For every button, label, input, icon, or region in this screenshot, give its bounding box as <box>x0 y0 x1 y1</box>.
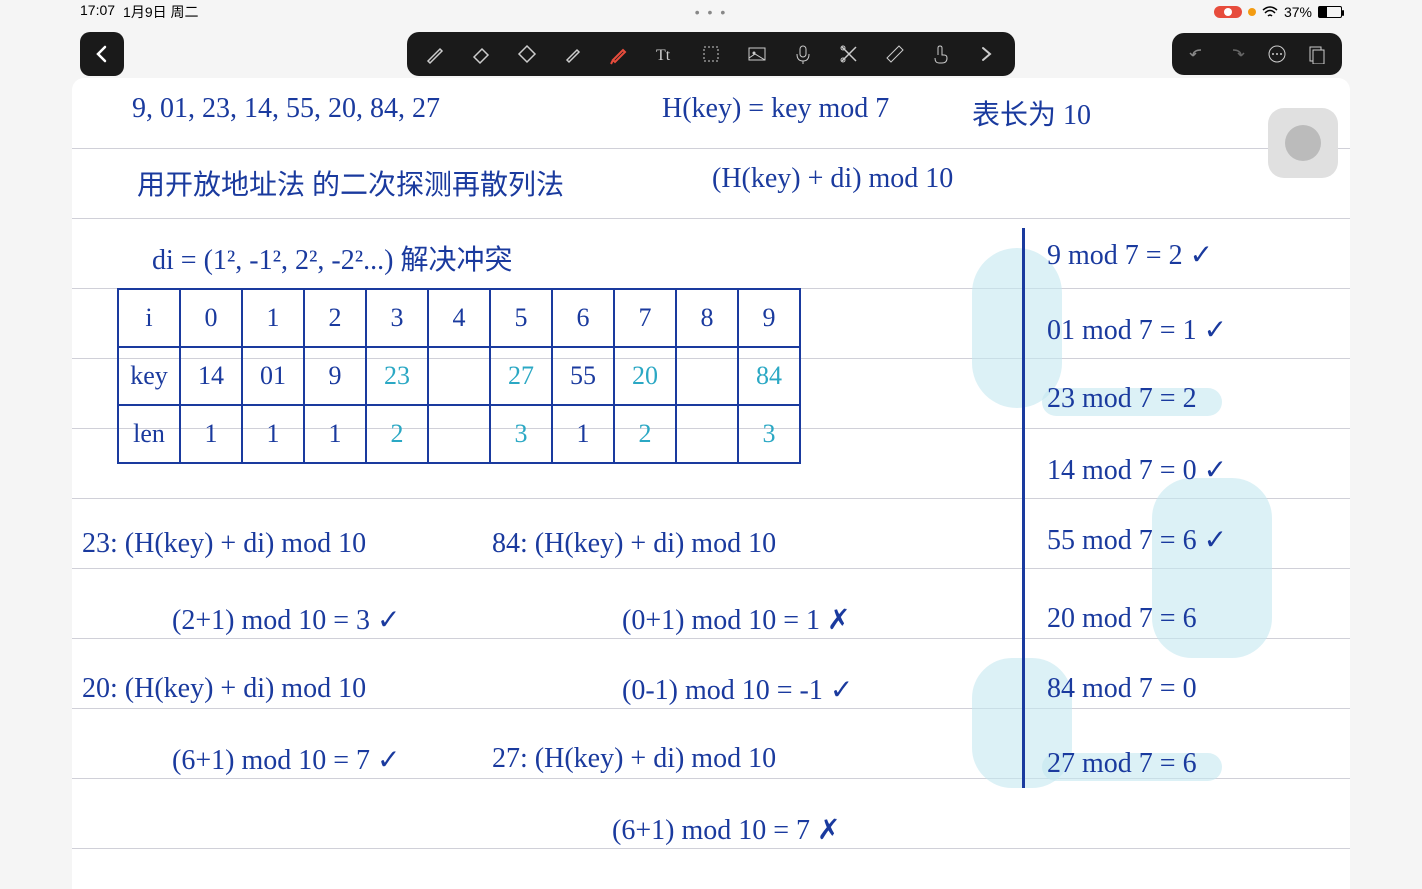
hash-table: i0123456789 key140192327552084 len111231… <box>117 288 801 464</box>
calc-84-header: 84: (H(key) + di) mod 10 <box>492 528 776 560</box>
app-header: Tt <box>0 24 1422 84</box>
wifi-dot-icon <box>1248 8 1256 16</box>
shape-eraser-tool[interactable] <box>513 40 541 68</box>
pencil-tool-1[interactable] <box>421 40 449 68</box>
assistive-touch-button[interactable] <box>1268 108 1338 178</box>
battery-icon <box>1318 6 1342 18</box>
hash-function: H(key) = key mod 7 <box>662 93 889 125</box>
vertical-divider <box>1022 228 1025 788</box>
ruler-tool[interactable] <box>881 40 909 68</box>
note-canvas[interactable]: 9, 01, 23, 14, 55, 20, 84, 27 H(key) = k… <box>72 78 1350 889</box>
status-left: 17:07 1月9日 周二 <box>80 2 199 22</box>
undo-button[interactable] <box>1184 41 1210 67</box>
calc-20-step: (6+1) mod 10 = 7 ✓ <box>172 743 400 777</box>
table-row-key: key140192327552084 <box>118 347 800 405</box>
status-date: 1月9日 周二 <box>123 2 198 22</box>
calc-84-step1: (0+1) mod 10 = 1 ✗ <box>622 603 850 637</box>
right-toolbar <box>1172 33 1342 75</box>
svg-text:Tt: Tt <box>656 47 671 64</box>
mod-calc-3: 14 mod 7 = 0 ✓ <box>1047 453 1227 487</box>
assistive-touch-icon <box>1285 125 1321 161</box>
mod-calc-4: 55 mod 7 = 6 ✓ <box>1047 523 1227 557</box>
table-row-index: i0123456789 <box>118 289 800 347</box>
method-desc: 用开放地址法 的二次探测再散列法 <box>137 163 564 203</box>
mod-calc-0: 9 mod 7 = 2 ✓ <box>1047 238 1213 272</box>
text-tool[interactable]: Tt <box>651 40 679 68</box>
drawing-toolbar: Tt <box>407 32 1015 76</box>
mod-calc-2: 23 mod 7 = 2 <box>1047 383 1197 415</box>
arrow-left-icon <box>92 44 112 64</box>
mod-calc-5: 20 mod 7 = 6 <box>1047 603 1197 635</box>
redo-button[interactable] <box>1224 41 1250 67</box>
calc-20-header: 20: (H(key) + di) mod 10 <box>82 673 366 705</box>
more-tools[interactable] <box>973 40 1001 68</box>
eraser-tool[interactable] <box>467 40 495 68</box>
calc-27-step: (6+1) mod 10 = 7 ✗ <box>612 813 840 847</box>
wifi-icon <box>1262 6 1278 18</box>
lasso-tool[interactable] <box>697 40 725 68</box>
scissors-tool[interactable] <box>835 40 863 68</box>
status-time: 17:07 <box>80 2 115 22</box>
di-sequence: di = (1², -1², 2², -2²...) 解决冲突 <box>152 238 512 278</box>
more-options[interactable] <box>1264 41 1290 67</box>
table-length: 表长为 10 <box>972 93 1091 133</box>
screen-record-pill[interactable] <box>1214 6 1242 18</box>
calc-27-header: 27: (H(key) + di) mod 10 <box>492 743 776 775</box>
calc-23-header: 23: (H(key) + di) mod 10 <box>82 528 366 560</box>
mod-calc-7: 27 mod 7 = 6 <box>1047 748 1197 780</box>
status-right: 37% <box>1214 4 1342 20</box>
battery-percent: 37% <box>1284 4 1312 20</box>
calc-23-step: (2+1) mod 10 = 3 ✓ <box>172 603 400 637</box>
marker-tool[interactable] <box>605 40 633 68</box>
image-tool[interactable] <box>743 40 771 68</box>
data-values: 9, 01, 23, 14, 55, 20, 84, 27 <box>132 93 440 125</box>
mod-calc-6: 84 mod 7 = 0 <box>1047 673 1197 705</box>
calc-84-step2: (0-1) mod 10 = -1 ✓ <box>622 673 853 707</box>
mic-tool[interactable] <box>789 40 817 68</box>
table-row-len: len11123123 <box>118 405 800 463</box>
pages-button[interactable] <box>1304 41 1330 67</box>
multitask-dots[interactable]: • • • <box>695 4 727 20</box>
rehash-formula: (H(key) + di) mod 10 <box>712 163 953 195</box>
mod-calc-1: 01 mod 7 = 1 ✓ <box>1047 313 1227 347</box>
status-bar: 17:07 1月9日 周二 • • • 37% <box>0 0 1422 24</box>
gesture-tool[interactable] <box>927 40 955 68</box>
highlighter-tool[interactable] <box>559 40 587 68</box>
back-button[interactable] <box>80 32 124 76</box>
